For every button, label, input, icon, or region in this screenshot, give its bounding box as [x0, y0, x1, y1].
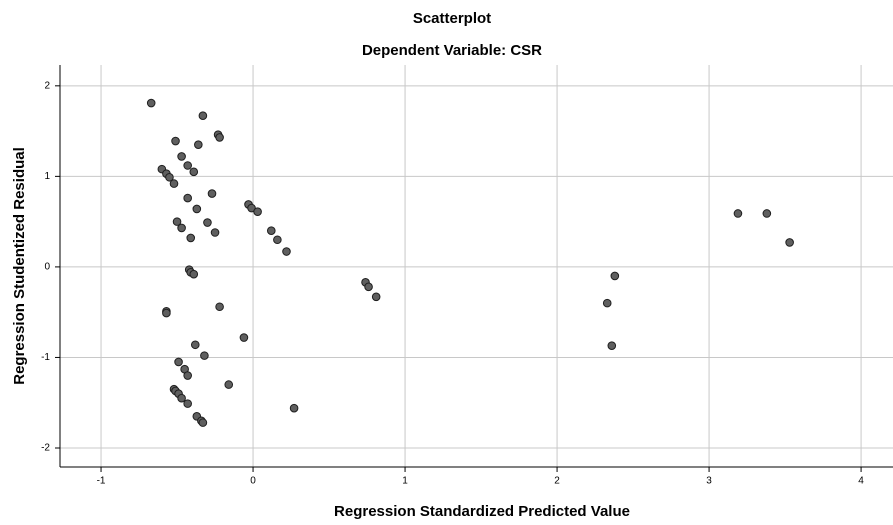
point: [189, 167, 199, 177]
point: [177, 223, 186, 233]
point: [785, 238, 794, 247]
point: [162, 308, 171, 318]
point: [183, 399, 192, 408]
point: [239, 333, 249, 342]
point: [190, 340, 200, 350]
y-tick-label: 1: [44, 171, 50, 182]
point: [224, 380, 234, 389]
x-tick-label: 4: [858, 476, 864, 487]
point: [203, 218, 212, 227]
point: [171, 136, 180, 146]
point: [215, 302, 224, 312]
point: [282, 247, 291, 256]
x-tick-label: -1: [97, 476, 106, 487]
x-tick-label: 3: [706, 476, 712, 487]
y-tick-label: -2: [41, 443, 50, 454]
point: [602, 298, 612, 308]
point: [183, 371, 192, 380]
x-tick-label: 0: [250, 476, 256, 487]
point: [146, 98, 156, 108]
point: [253, 207, 262, 216]
point: [207, 189, 217, 198]
point: [266, 226, 276, 235]
point: [174, 357, 183, 367]
point: [215, 133, 224, 142]
point: [273, 235, 282, 245]
x-tick-label: 1: [402, 476, 408, 487]
point: [186, 233, 196, 243]
point: [200, 351, 209, 360]
point: [607, 341, 617, 350]
point: [610, 271, 620, 281]
x-axis-label: Regression Standardized Predicted Value: [334, 503, 630, 520]
x-tick-label: 2: [554, 476, 560, 487]
point: [169, 179, 179, 188]
y-tick-label: 2: [44, 80, 50, 91]
point: [192, 204, 202, 214]
chart-title: Scatterplot: [413, 10, 491, 27]
point: [177, 152, 186, 161]
point: [172, 217, 182, 226]
y-tick-label: 0: [44, 262, 50, 273]
point: [194, 140, 203, 149]
point: [183, 161, 192, 170]
chart-subtitle: Dependent Variable: CSR: [362, 42, 542, 59]
point: [210, 228, 220, 237]
point: [177, 393, 186, 403]
point: [165, 172, 174, 182]
point: [371, 292, 381, 302]
point: [733, 209, 743, 218]
point: [289, 403, 299, 413]
y-axis-label: Regression Studentized Residual: [11, 147, 28, 385]
point: [198, 111, 208, 121]
point: [183, 193, 192, 203]
y-tick-label: -1: [41, 352, 50, 363]
point: [189, 269, 199, 279]
point: [198, 418, 208, 427]
point: [364, 282, 373, 292]
point: [762, 209, 772, 218]
